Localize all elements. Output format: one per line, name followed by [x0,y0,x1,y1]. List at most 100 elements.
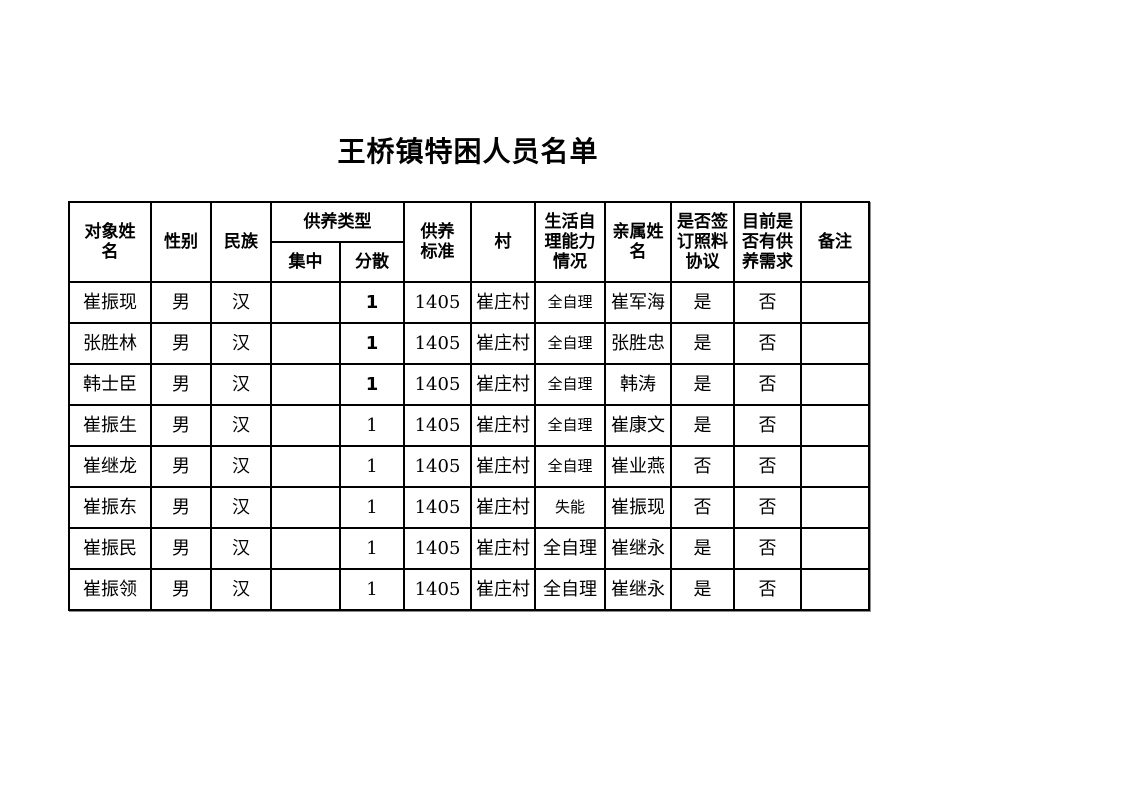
cell-dispersed: 1 [339,486,405,529]
cell-ethnicity: 汉 [210,527,272,570]
cell-subject-name: 崔振民 [68,527,152,570]
col-header-dispersed: 分散 [339,241,405,283]
col-header-ethnicity: 民族 [210,201,272,283]
page-title: 王桥镇特困人员名单 [337,135,599,168]
header-row-sub: 集中 分散 [69,241,869,283]
cell-support-need: 否 [733,363,802,406]
cell-ethnicity: 汉 [210,486,272,529]
cell-care-agreement: 否 [670,445,735,488]
cell-ethnicity: 汉 [210,445,272,488]
cell-support-standard: 1405 [403,527,472,570]
cell-gender: 男 [150,568,212,611]
cell-remarks [800,322,870,365]
cell-relative-name: 崔军海 [604,281,672,324]
table-row: 崔振东 男 汉 1 1405 崔庄村 失能 崔振现 否 否 [68,486,870,529]
cell-self-care: 全自理 [534,363,606,406]
cell-self-care: 全自理 [534,568,606,611]
cell-relative-name: 崔业燕 [604,445,672,488]
cell-ethnicity: 汉 [210,568,272,611]
col-header-support-need: 目前是 否有供 养需求 [733,201,802,283]
cell-self-care: 全自理 [534,527,606,570]
cell-dispersed: 1 [339,281,405,324]
cell-gender: 男 [150,322,212,365]
table-row: 崔振现 男 汉 1 1405 崔庄村 全自理 崔军海 是 否 [68,281,870,324]
cell-support-need: 否 [733,404,802,447]
col-header-gender: 性别 [150,201,212,283]
cell-support-need: 否 [733,445,802,488]
cell-remarks [800,404,870,447]
cell-relative-name: 崔继永 [604,527,672,570]
cell-support-standard: 1405 [403,568,472,611]
cell-village: 崔庄村 [470,568,536,611]
cell-relative-name: 张胜忠 [604,322,672,365]
col-header-subject-name: 对象姓 名 [68,201,152,283]
cell-remarks [800,445,870,488]
col-header-remarks: 备注 [800,201,870,283]
cell-centralized [270,486,341,529]
cell-support-standard: 1405 [403,486,472,529]
cell-village: 崔庄村 [470,363,536,406]
roster-table: 对象姓 名 性别 民族 供养类型 供养 标准 村 生活自 理能力 情况 亲属姓 … [68,201,870,611]
cell-village: 崔庄村 [470,281,536,324]
cell-care-agreement: 是 [670,404,735,447]
table-header: 对象姓 名 性别 民族 供养类型 供养 标准 村 生活自 理能力 情况 亲属姓 … [68,201,870,283]
cell-remarks [800,363,870,406]
cell-remarks [800,568,870,611]
cell-support-standard: 1405 [403,363,472,406]
cell-village: 崔庄村 [470,527,536,570]
cell-gender: 男 [150,486,212,529]
cell-remarks [800,486,870,529]
cell-gender: 男 [150,527,212,570]
cell-care-agreement: 是 [670,527,735,570]
table-row: 崔振生 男 汉 1 1405 崔庄村 全自理 崔康文 是 否 [68,404,870,447]
cell-subject-name: 韩士臣 [68,363,152,406]
cell-self-care: 全自理 [534,404,606,447]
cell-village: 崔庄村 [470,322,536,365]
col-header-village: 村 [470,201,536,283]
cell-relative-name: 韩涛 [604,363,672,406]
cell-dispersed: 1 [339,568,405,611]
header-row-top: 对象姓 名 性别 民族 供养类型 供养 标准 村 生活自 理能力 情况 亲属姓 … [68,201,870,283]
cell-care-agreement: 是 [670,568,735,611]
cell-remarks [800,527,870,570]
col-header-care-agreement: 是否签 订照料 协议 [670,201,735,283]
cell-dispersed: 1 [339,322,405,365]
cell-care-agreement: 是 [670,322,735,365]
cell-gender: 男 [150,363,212,406]
cell-centralized [270,363,341,406]
cell-centralized [270,568,341,611]
cell-care-agreement: 是 [670,281,735,324]
cell-support-need: 否 [733,568,802,611]
cell-ethnicity: 汉 [210,281,272,324]
cell-dispersed: 1 [339,363,405,406]
cell-ethnicity: 汉 [210,404,272,447]
cell-subject-name: 张胜林 [68,322,152,365]
cell-subject-name: 崔振领 [68,568,152,611]
cell-gender: 男 [150,404,212,447]
cell-remarks [800,281,870,324]
cell-relative-name: 崔振现 [604,486,672,529]
cell-self-care: 全自理 [534,281,606,324]
cell-support-need: 否 [733,281,802,324]
cell-centralized [270,322,341,365]
cell-centralized [270,527,341,570]
table-row: 崔振领 男 汉 1 1405 崔庄村 全自理 崔继永 是 否 [68,568,870,611]
table-row: 张胜林 男 汉 1 1405 崔庄村 全自理 张胜忠 是 否 [68,322,870,365]
cell-gender: 男 [150,281,212,324]
col-header-centralized: 集中 [270,241,341,283]
cell-centralized [270,281,341,324]
cell-village: 崔庄村 [470,486,536,529]
cell-subject-name: 崔继龙 [68,445,152,488]
col-header-self-care: 生活自 理能力 情况 [534,201,606,283]
col-header-relative-name: 亲属姓 名 [604,201,672,283]
cell-subject-name: 崔振东 [68,486,152,529]
cell-self-care: 全自理 [534,322,606,365]
col-header-support-standard: 供养 标准 [403,201,472,283]
cell-support-need: 否 [733,322,802,365]
table-row: 崔振民 男 汉 1 1405 崔庄村 全自理 崔继永 是 否 [68,527,870,570]
cell-care-agreement: 否 [670,486,735,529]
table-row: 韩士臣 男 汉 1 1405 崔庄村 全自理 韩涛 是 否 [68,363,870,406]
col-header-support-type: 供养类型 [270,201,405,243]
table-row: 崔继龙 男 汉 1 1405 崔庄村 全自理 崔业燕 否 否 [68,445,870,488]
cell-support-need: 否 [733,486,802,529]
